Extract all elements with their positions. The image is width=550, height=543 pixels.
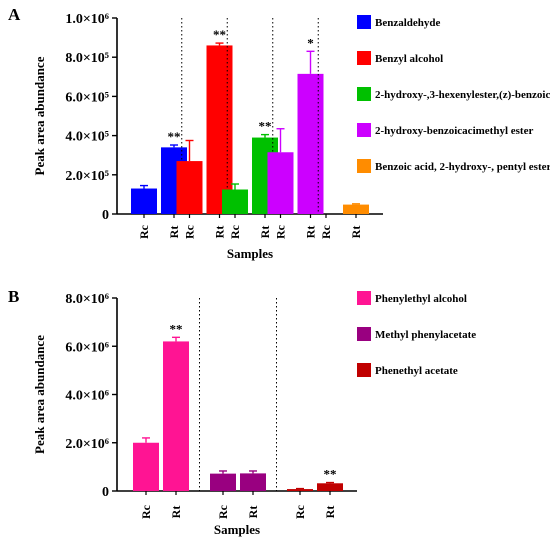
y-tick-label: 4.0×10⁵: [65, 130, 109, 145]
y-tick-label: 0: [102, 208, 109, 223]
x-tick-label: Rc: [137, 224, 151, 239]
legend-swatch: [357, 159, 371, 173]
bar: [163, 341, 189, 491]
x-tick-label: Rt: [349, 226, 363, 239]
x-axis-label: Samples: [227, 246, 273, 261]
legend-swatch: [357, 51, 371, 65]
bar: [240, 473, 266, 491]
y-tick-label: 2.0×10⁶: [65, 437, 109, 452]
legend-swatch: [357, 123, 371, 137]
bar: [267, 152, 294, 214]
bar: [210, 473, 236, 491]
bar: [297, 73, 324, 214]
legend-label: Phenylethyl alcohol: [375, 293, 467, 305]
y-axis-label: Peak area abundance: [32, 56, 47, 175]
y-axis-label: Peak area abundance: [32, 335, 47, 454]
bar: [176, 161, 203, 214]
x-tick-label: Rt: [167, 226, 181, 239]
x-tick-label: Rt: [169, 506, 183, 519]
y-tick-label: 0: [102, 485, 109, 500]
bar: [133, 442, 159, 491]
bar: [206, 45, 233, 214]
legend-swatch: [357, 363, 371, 377]
bar: [317, 483, 343, 491]
legend-label: Methyl phenylacetate: [375, 329, 476, 341]
significance-mark: *: [307, 35, 314, 50]
bar: [131, 188, 157, 214]
legend-swatch: [357, 291, 371, 305]
x-tick-label: Rt: [304, 226, 318, 239]
x-tick-label: Rt: [213, 226, 227, 239]
x-axis-label: Samples: [214, 522, 260, 537]
legend-label: Benzoic acid, 2-hydroxy-, pentyl ester: [375, 161, 550, 173]
significance-mark: **: [259, 119, 272, 134]
x-tick-label: Rc: [274, 224, 288, 239]
y-tick-label: 1.0×10⁶: [65, 12, 109, 27]
y-tick-label: 8.0×10⁶: [65, 292, 109, 307]
legend-swatch: [357, 87, 371, 101]
y-tick-label: 6.0×10⁵: [65, 90, 109, 105]
x-tick-label: Rc: [228, 224, 242, 239]
x-tick-label: Rc: [183, 224, 197, 239]
legend-label: 2-hydroxy-,3-hexenylester,(z)-benzoicaci: [375, 89, 550, 101]
significance-mark: **: [324, 467, 337, 482]
legend-label: Benzaldehyde: [375, 17, 441, 29]
bar: [343, 204, 369, 214]
y-tick-label: 6.0×10⁶: [65, 340, 109, 355]
legend-swatch: [357, 15, 371, 29]
x-tick-label: Rt: [258, 226, 272, 239]
x-tick-label: Rc: [139, 504, 153, 519]
significance-mark: **: [213, 27, 226, 42]
bar: [222, 189, 248, 214]
y-tick-label: 8.0×10⁵: [65, 51, 109, 66]
x-tick-label: Rc: [319, 224, 333, 239]
y-tick-label: 2.0×10⁵: [65, 169, 109, 184]
significance-mark: **: [170, 321, 183, 336]
legend-label: Benzyl alcohol: [375, 53, 443, 65]
x-tick-label: Rt: [246, 506, 260, 519]
x-tick-label: Rc: [216, 504, 230, 519]
legend-label: Phenethyl acetate: [375, 365, 458, 377]
x-tick-label: Rc: [293, 504, 307, 519]
legend-swatch: [357, 327, 371, 341]
legend-label: 2-hydroxy-benzoicacimethyl ester: [375, 125, 533, 137]
x-tick-label: Rt: [323, 506, 337, 519]
significance-mark: **: [168, 129, 181, 144]
y-tick-label: 4.0×10⁶: [65, 389, 109, 404]
panel-label: A: [8, 5, 21, 24]
panel-label: B: [8, 287, 19, 306]
bar: [287, 489, 313, 491]
